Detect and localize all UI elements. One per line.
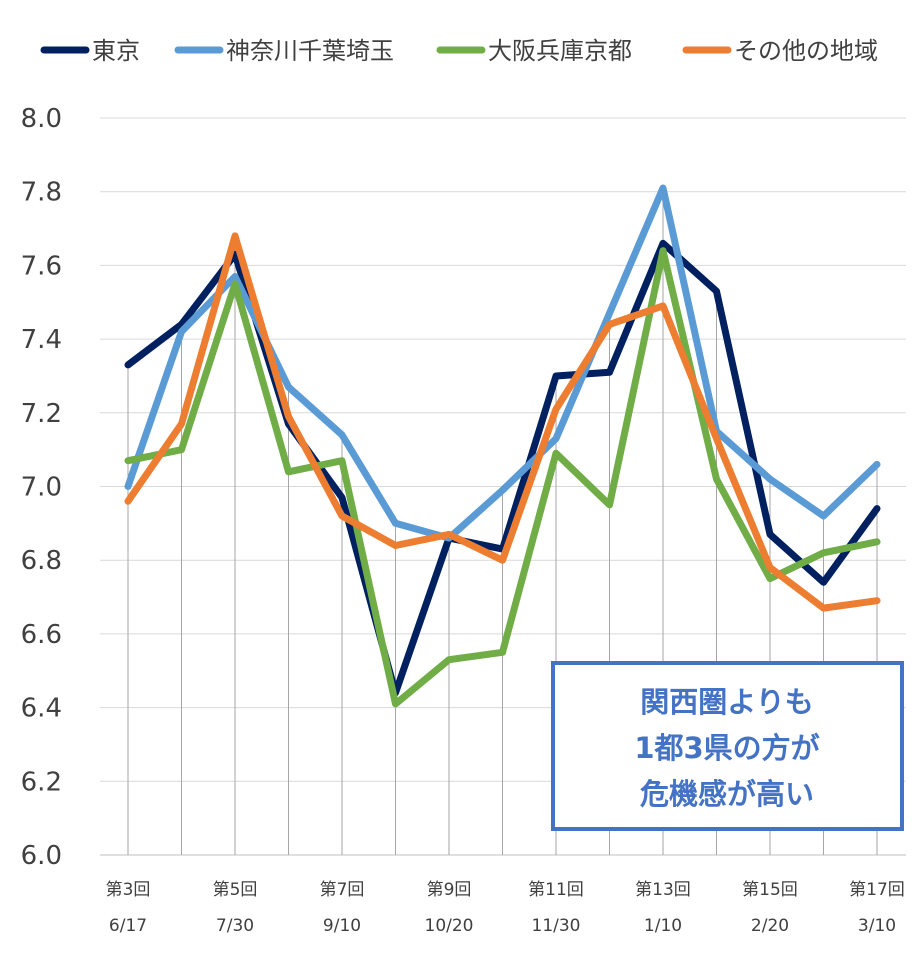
x-tick-label-round: 第15回: [742, 880, 798, 900]
x-tick-label-date: 7/30: [216, 916, 254, 936]
x-tick-label-round: 第9回: [427, 880, 472, 900]
y-tick-label: 6.2: [21, 767, 62, 797]
x-tick-label-date: 9/10: [323, 916, 361, 936]
annotation-text-line: 関西圏よりも: [640, 685, 813, 719]
x-tick-label-date: 10/20: [425, 916, 474, 936]
y-tick-label: 8.0: [21, 104, 62, 134]
y-tick-label: 7.8: [21, 178, 62, 208]
y-tick-label: 6.6: [21, 620, 62, 650]
y-axis: 8.0 7.8 7.6 7.4 7.2 7.0 6.8 6.6 6.4 6.2 6.0: [21, 104, 62, 871]
x-tick-label-round: 第3回: [106, 880, 151, 900]
annotation-frame: [551, 661, 904, 831]
annotation-text-line: 危機感が高い: [640, 777, 814, 811]
legend-label-3: その他の地域: [734, 37, 878, 65]
legend-label-0: 東京: [92, 37, 140, 65]
series-line-3: [124, 232, 881, 612]
series-lines: [124, 184, 881, 708]
y-tick-label: 6.0: [21, 841, 62, 871]
y-tick-label: 7.0: [21, 473, 62, 503]
x-tick-label-round: 第13回: [635, 880, 691, 900]
y-tick-label: 6.8: [21, 546, 62, 576]
y-tick-label: 7.4: [21, 325, 62, 355]
series-line-1: [124, 184, 881, 542]
series-line-2: [124, 247, 881, 708]
y-tick-label: 7.6: [21, 251, 62, 281]
x-tick-label-round: 第17回: [849, 880, 905, 900]
x-tick-label-date: 1/10: [644, 916, 682, 936]
y-tick-label: 7.2: [21, 399, 62, 429]
x-tick-label-round: 第11回: [528, 880, 584, 900]
legend-label-1: 神奈川千葉埼玉: [226, 37, 394, 65]
x-tick-label-date: 6/17: [109, 916, 147, 936]
legend-label-2: 大阪兵庫京都: [488, 37, 632, 65]
x-tick-label-date: 2/20: [751, 916, 789, 936]
annotation-text-line: 1都3県の方が: [634, 731, 819, 765]
x-axis: 第3回 6/17 第5回 7/30 第7回 9/10 第9回 10/20 第11回 11/30 第1…: [106, 880, 905, 936]
x-tick-label-round: 第7回: [320, 880, 365, 900]
legend: 東京 神奈川千葉埼玉 大阪兵庫京都 その他の地域: [40, 37, 878, 65]
x-tick-label-date: 11/30: [532, 916, 581, 936]
x-tick-label-date: 3/10: [858, 916, 896, 936]
x-tick-label-round: 第5回: [213, 880, 258, 900]
y-tick-label: 6.4: [21, 694, 62, 724]
